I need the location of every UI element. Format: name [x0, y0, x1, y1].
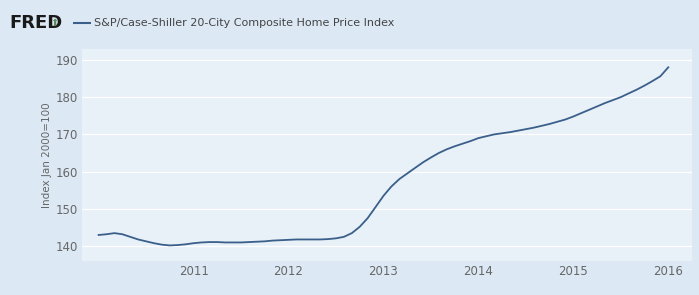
Text: FRED: FRED	[9, 14, 62, 32]
Y-axis label: Index Jan 2000=100: Index Jan 2000=100	[42, 102, 52, 208]
Text: S&P/Case-Shiller 20-City Composite Home Price Index: S&P/Case-Shiller 20-City Composite Home …	[94, 18, 394, 28]
Text: ⬆: ⬆	[50, 18, 59, 28]
